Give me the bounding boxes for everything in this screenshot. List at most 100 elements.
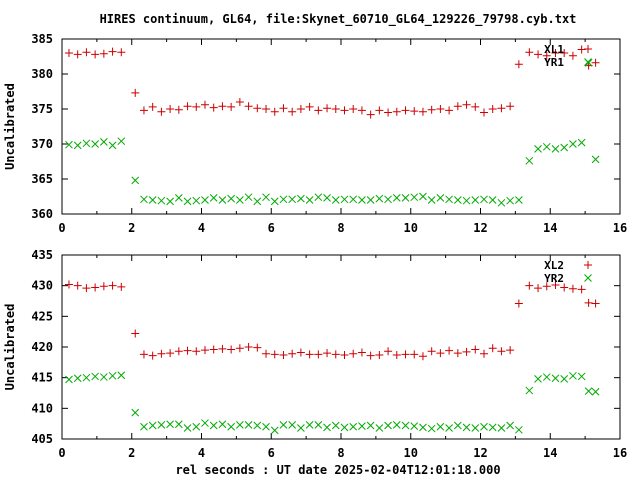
data-point — [384, 195, 392, 204]
data-point — [410, 193, 419, 202]
data-point — [462, 423, 471, 432]
data-point — [166, 105, 175, 113]
data-point — [542, 282, 551, 291]
data-point — [515, 425, 523, 434]
data-point — [436, 349, 445, 358]
data-point — [366, 196, 375, 204]
data-point — [270, 350, 279, 359]
data-point — [569, 371, 577, 380]
data-point — [401, 106, 410, 115]
plot-frame — [61, 254, 621, 440]
data-point — [479, 108, 488, 117]
data-point — [584, 298, 593, 307]
data-point — [82, 373, 91, 382]
legend-label: XL2 — [544, 259, 564, 272]
data-point — [525, 48, 534, 57]
y-tick-label: 425 — [31, 309, 53, 323]
x-axis-label: rel seconds : UT date 2025-02-04T12:01:1… — [175, 463, 500, 477]
data-point — [174, 105, 183, 114]
legend-label: YR2 — [544, 272, 564, 285]
data-point — [192, 347, 201, 356]
data-point — [331, 421, 340, 430]
data-point — [497, 347, 506, 356]
data-point — [253, 197, 262, 206]
data-point — [82, 48, 91, 57]
data-point — [323, 104, 332, 113]
data-point — [569, 140, 577, 148]
data-point — [577, 285, 586, 294]
data-point — [183, 102, 192, 111]
y-tick-label: 420 — [31, 340, 53, 354]
data-point — [542, 51, 551, 60]
data-point — [270, 197, 279, 206]
data-point — [99, 138, 108, 146]
y-tick-label: 385 — [31, 32, 53, 46]
data-point — [427, 196, 436, 204]
series-yr1 — [65, 58, 600, 207]
data-point — [305, 196, 314, 204]
data-point — [262, 422, 270, 431]
data-point — [227, 102, 236, 111]
data-point — [108, 47, 117, 56]
x-tick-label: 6 — [268, 221, 275, 235]
data-point — [323, 194, 331, 202]
data-point — [591, 387, 600, 396]
data-point — [157, 107, 166, 116]
data-point — [166, 420, 174, 429]
data-point — [515, 196, 523, 204]
data-point — [375, 194, 384, 203]
data-point — [148, 196, 157, 204]
data-point — [560, 143, 569, 152]
data-point — [157, 421, 166, 429]
data-point — [131, 408, 140, 417]
data-point — [349, 195, 358, 204]
bottom-panel: 0 2 4 6 8 10 12 14 16 405 410 415 420 425 430 435 Uncali… — [3, 248, 627, 460]
data-point — [358, 196, 366, 204]
legend-marker — [584, 58, 592, 66]
y-tick-label: 405 — [31, 432, 53, 446]
data-point — [453, 421, 462, 430]
data-point — [525, 281, 534, 290]
data-point — [427, 424, 436, 433]
data-point — [91, 140, 99, 148]
data-point — [375, 424, 384, 432]
data-point — [288, 421, 297, 429]
data-point — [427, 347, 436, 356]
data-point — [73, 50, 82, 59]
data-point — [253, 104, 262, 113]
data-point — [148, 351, 157, 360]
data-point — [401, 194, 410, 202]
data-point — [82, 284, 91, 293]
data-point — [99, 282, 108, 291]
data-point — [453, 349, 462, 358]
data-point — [577, 372, 586, 381]
data-point — [131, 88, 140, 97]
data-point — [497, 104, 506, 113]
data-point — [244, 102, 253, 111]
data-point — [568, 51, 577, 60]
data-point — [340, 106, 349, 115]
y-tick-label: 430 — [31, 279, 53, 293]
data-point — [480, 422, 488, 431]
data-point — [462, 196, 471, 205]
data-point — [591, 155, 600, 164]
data-point — [183, 424, 192, 432]
data-point — [525, 156, 534, 165]
data-point — [166, 349, 175, 358]
data-point — [131, 176, 140, 185]
data-point — [148, 421, 157, 430]
data-point — [410, 107, 419, 116]
data-point — [418, 352, 427, 361]
data-point — [462, 100, 471, 109]
x-tick-label: 8 — [337, 446, 344, 460]
y-tick-label: 380 — [31, 67, 53, 81]
data-point — [542, 142, 551, 151]
x-tick-label: 10 — [404, 446, 418, 460]
data-point — [314, 421, 323, 429]
data-point — [488, 105, 497, 113]
data-point — [218, 420, 227, 429]
data-point — [340, 195, 349, 204]
data-point — [331, 196, 340, 204]
plot-frame — [61, 38, 621, 215]
data-point — [410, 350, 419, 359]
